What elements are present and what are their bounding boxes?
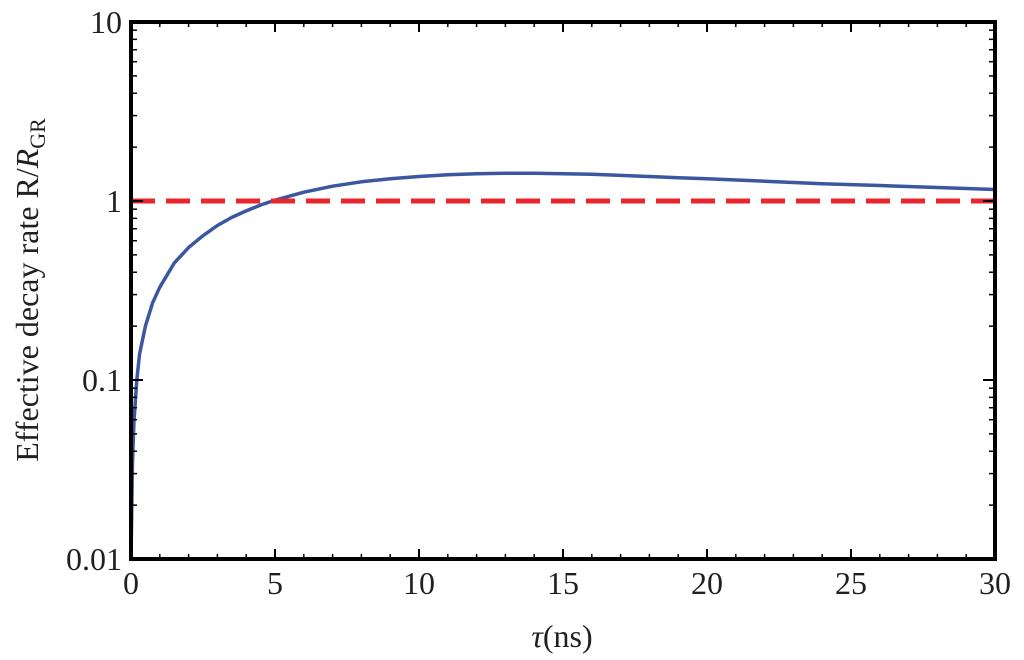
plot-area [129,20,997,561]
x-tick-label: 15 [547,565,579,601]
x-tick-label: 25 [835,565,867,601]
y-tick-label: 0.1 [82,362,122,398]
y-axis-title: Effective decay rate R/RGR [9,118,50,462]
y-tick-label: 1 [106,183,122,219]
y-tick-label: 0.01 [66,541,122,577]
x-tick-label: 10 [403,565,435,601]
x-tick-label: 0 [123,565,139,601]
x-tick-label: 5 [267,565,283,601]
y-tick-label: 10 [90,4,122,40]
x-tick-label: 20 [691,565,723,601]
x-tick-label: 30 [979,565,1011,601]
axis-ticks: 0 5 10 15 20 25 30 0.01 0.1 1 10 [66,4,1011,601]
decay-rate-curve [129,171,996,560]
plot-frame [129,20,997,561]
x-axis-title: τ(ns) [531,618,592,654]
